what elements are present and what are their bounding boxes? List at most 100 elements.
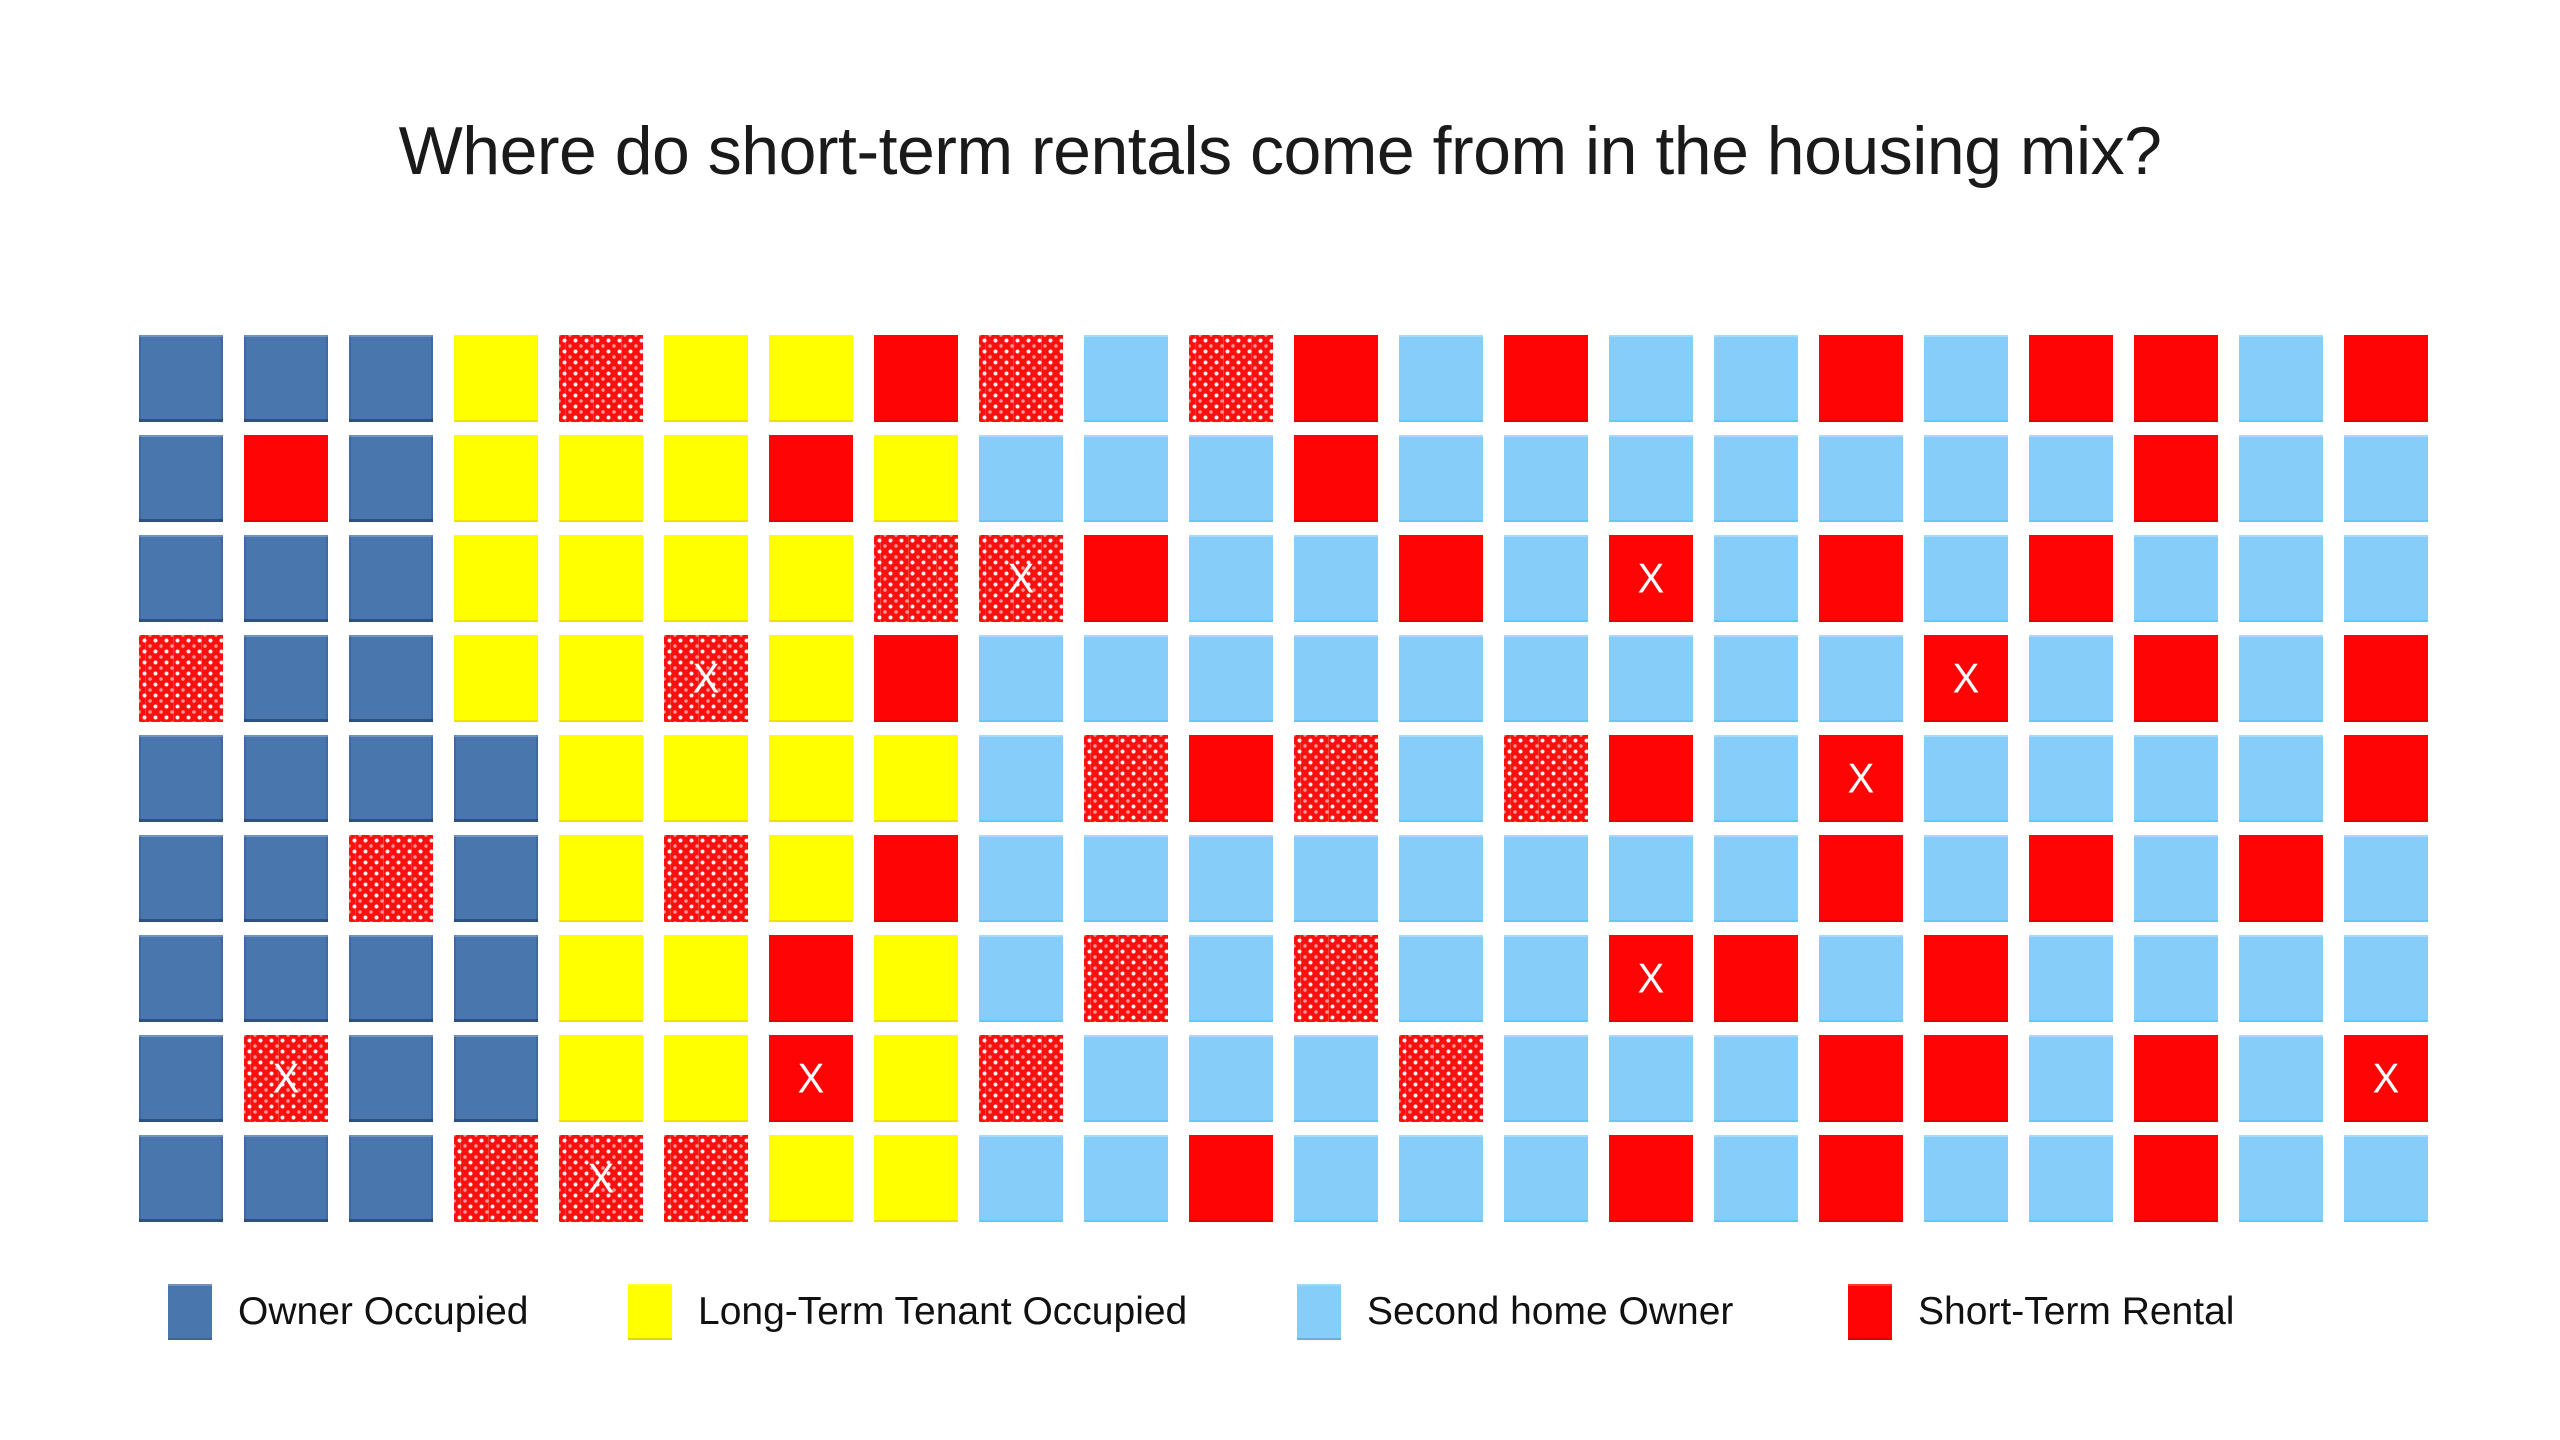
grid-cell-r3-c4: [454, 535, 538, 622]
grid-cell-r4-c2: [244, 635, 328, 722]
grid-cell-r1-c2: [244, 335, 328, 422]
grid-cell-r2-c18: [1924, 435, 2008, 522]
grid-cell-r2-c22: [2344, 435, 2428, 522]
grid-cell-r5-c4: [454, 735, 538, 822]
grid-cell-r6-c21: [2239, 835, 2323, 922]
legend-item-long-term-tenant: Long-Term Tenant Occupied: [628, 1283, 1187, 1341]
grid-cell-r2-c19: [2029, 435, 2113, 522]
grid-cell-r4-c18: X: [1924, 635, 2008, 722]
grid-cell-r5-c17: X: [1819, 735, 1903, 822]
grid-cell-r4-c19: [2029, 635, 2113, 722]
grid-cell-r2-c4: [454, 435, 538, 522]
grid-cell-r9-c18: [1924, 1135, 2008, 1222]
grid-cell-r8-c9: [979, 1035, 1063, 1122]
grid-cell-r9-c13: [1399, 1135, 1483, 1222]
legend-label: Long-Term Tenant Occupied: [698, 1290, 1188, 1333]
grid-cell-r8-c15: [1609, 1035, 1693, 1122]
x-mark: X: [272, 1055, 300, 1102]
grid-cell-r4-c11: [1189, 635, 1273, 722]
grid-cell-r9-c20: [2134, 1135, 2218, 1222]
x-mark: X: [1847, 755, 1875, 802]
grid-cell-r6-c3: [349, 835, 433, 922]
grid-cell-r2-c6: [664, 435, 748, 522]
grid-cell-r9-c19: [2029, 1135, 2113, 1222]
grid-cell-r7-c15: X: [1609, 935, 1693, 1022]
grid-cell-r8-c12: [1294, 1035, 1378, 1122]
grid-cell-r8-c6: [664, 1035, 748, 1122]
grid-cell-r9-c11: [1189, 1135, 1273, 1222]
grid-cell-r9-c6: [664, 1135, 748, 1222]
grid-cell-r6-c14: [1504, 835, 1588, 922]
grid-cell-r2-c12: [1294, 435, 1378, 522]
grid-cell-r5-c21: [2239, 735, 2323, 822]
grid-cell-r6-c22: [2344, 835, 2428, 922]
grid-cell-r1-c4: [454, 335, 538, 422]
grid-cell-r7-c17: [1819, 935, 1903, 1022]
grid-cell-r3-c17: [1819, 535, 1903, 622]
grid-cell-r8-c22: X: [2344, 1035, 2428, 1122]
grid-cell-r7-c9: [979, 935, 1063, 1022]
legend-item-short-term-rental: Short-Term Rental: [1848, 1283, 2234, 1341]
grid-cell-r3-c7: [769, 535, 853, 622]
grid-cell-r5-c3: [349, 735, 433, 822]
grid-cell-r7-c18: [1924, 935, 2008, 1022]
grid-cell-r4-c14: [1504, 635, 1588, 722]
grid-cell-r6-c4: [454, 835, 538, 922]
grid-cell-r3-c22: [2344, 535, 2428, 622]
grid-cell-r5-c13: [1399, 735, 1483, 822]
grid-cell-r6-c9: [979, 835, 1063, 922]
grid-cell-r2-c13: [1399, 435, 1483, 522]
grid-cell-r8-c4: [454, 1035, 538, 1122]
grid-cell-r4-c4: [454, 635, 538, 722]
grid-cell-r7-c11: [1189, 935, 1273, 1022]
grid-cell-r2-c9: [979, 435, 1063, 522]
grid-cell-r5-c14: [1504, 735, 1588, 822]
grid-cell-r2-c16: [1714, 435, 1798, 522]
grid-cell-r9-c1: [139, 1135, 223, 1222]
grid-cell-r7-c4: [454, 935, 538, 1022]
grid-cell-r1-c6: [664, 335, 748, 422]
grid-cell-r3-c5: [559, 535, 643, 622]
grid-cell-r9-c17: [1819, 1135, 1903, 1222]
grid-cell-r1-c19: [2029, 335, 2113, 422]
grid-cell-r7-c6: [664, 935, 748, 1022]
grid-cell-r4-c16: [1714, 635, 1798, 722]
grid-cell-r2-c5: [559, 435, 643, 522]
grid-cell-r6-c13: [1399, 835, 1483, 922]
grid-cell-r5-c1: [139, 735, 223, 822]
grid-cell-r8-c20: [2134, 1035, 2218, 1122]
grid-cell-r1-c15: [1609, 335, 1693, 422]
grid-cell-r1-c12: [1294, 335, 1378, 422]
grid-cell-r4-c1: [139, 635, 223, 722]
grid-cell-r4-c17: [1819, 635, 1903, 722]
grid-cell-r5-c18: [1924, 735, 2008, 822]
grid-cell-r2-c17: [1819, 435, 1903, 522]
grid-cell-r3-c8: [874, 535, 958, 622]
legend-label: Second home Owner: [1367, 1290, 1734, 1333]
grid-cell-r7-c1: [139, 935, 223, 1022]
grid-cell-r8-c16: [1714, 1035, 1798, 1122]
grid-cell-r7-c14: [1504, 935, 1588, 1022]
grid-cell-r9-c5: X: [559, 1135, 643, 1222]
grid-cell-r2-c15: [1609, 435, 1693, 522]
grid-cell-r1-c17: [1819, 335, 1903, 422]
grid-cell-r6-c10: [1084, 835, 1168, 922]
grid-cell-r5-c16: [1714, 735, 1798, 822]
grid-cell-r1-c3: [349, 335, 433, 422]
grid-cell-r2-c8: [874, 435, 958, 522]
grid-cell-r4-c9: [979, 635, 1063, 722]
grid-cell-r8-c19: [2029, 1035, 2113, 1122]
grid-cell-r4-c13: [1399, 635, 1483, 722]
grid-cell-r4-c10: [1084, 635, 1168, 722]
legend-swatch-owner-occupied: [168, 1284, 212, 1340]
grid-cell-r3-c10: [1084, 535, 1168, 622]
legend-swatch-short-term-rental: [1848, 1284, 1892, 1340]
grid-cell-r7-c13: [1399, 935, 1483, 1022]
grid-cell-r7-c2: [244, 935, 328, 1022]
grid-cell-r7-c3: [349, 935, 433, 1022]
x-mark: X: [692, 655, 720, 702]
grid-cell-r6-c17: [1819, 835, 1903, 922]
grid-cell-r4-c12: [1294, 635, 1378, 722]
grid-cell-r1-c22: [2344, 335, 2428, 422]
